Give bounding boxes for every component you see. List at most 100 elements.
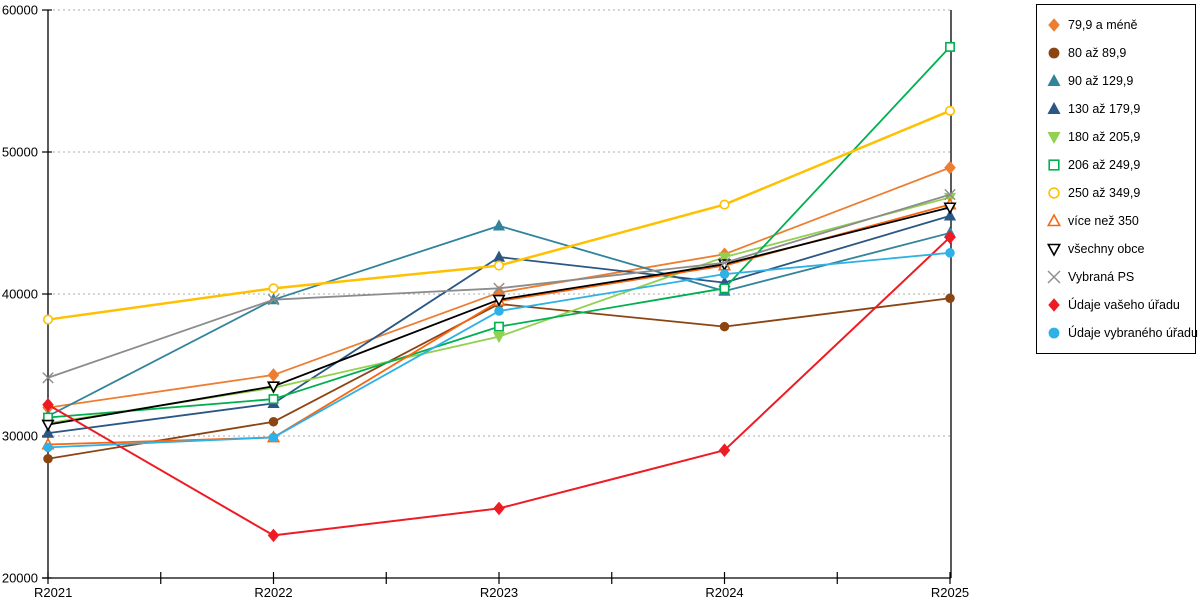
- series-line-12: [47, 251, 951, 449]
- series-1-point-R2022: [267, 368, 280, 382]
- x-axis-label: R2024: [705, 585, 743, 600]
- legend-item-12: Údaje vybraného úřadu: [1046, 320, 1198, 346]
- square-marker-icon: [1048, 159, 1060, 171]
- circle-marker-icon: [1048, 327, 1060, 339]
- series-9-point-R2025: [943, 202, 957, 215]
- legend-label: 80 až 89,9: [1068, 46, 1127, 60]
- diamond-marker-icon: [1048, 18, 1060, 32]
- series-2-point-R2022: [268, 417, 279, 427]
- legend-item-2: 80 až 89,9: [1046, 40, 1195, 66]
- series-6-point-R2022: [268, 394, 279, 405]
- legend-item-1: 79,9 a méně: [1046, 12, 1195, 38]
- x-axis-label: R2025: [931, 585, 969, 600]
- legend-triangle-down-icon: [1046, 243, 1062, 257]
- series-7-point-R2023: [493, 260, 505, 271]
- series-1-point-R2025: [944, 160, 956, 175]
- legend-item-4: 130 až 179,9: [1046, 96, 1195, 122]
- series-11-point-R2021: [42, 397, 54, 412]
- legend-circle-icon: [1048, 47, 1060, 59]
- legend-label: Vybraná PS: [1068, 270, 1135, 284]
- series-11-point-R2025: [944, 230, 956, 244]
- triangle-down-marker-icon: [1047, 132, 1061, 145]
- series-line-11: [47, 236, 951, 537]
- series-2-point-R2025: [945, 293, 955, 304]
- series-6-point-R2023: [494, 321, 504, 332]
- x-marker-icon: [1047, 270, 1061, 284]
- triangle-up-marker-icon: [1047, 101, 1061, 114]
- legend-diamond-icon: [1048, 298, 1060, 312]
- legend-item-9: všechny obce: [1046, 236, 1195, 262]
- series-6-point-R2024: [719, 283, 730, 294]
- y-axis-label: 20000: [2, 571, 38, 586]
- series-7-point-R2022: [268, 283, 279, 294]
- line-chart-svg: 20000 30000 40000 50000 60000 R2021 R2022 R2023…: [2, 3, 969, 600]
- legend-x-icon: [1047, 270, 1061, 284]
- triangle-down-marker-icon: [1046, 243, 1062, 257]
- series-12-point-R2025: [945, 248, 955, 258]
- series-11-point-R2024: [718, 443, 731, 457]
- series-2-point-R2024: [719, 321, 730, 332]
- series-12-point-R2024: [719, 269, 730, 279]
- y-axis-label: 60000: [2, 3, 38, 18]
- x-axis-label: R2021: [34, 585, 72, 600]
- series-12-point-R2021: [43, 442, 53, 453]
- legend-triangle-up-icon: [1047, 101, 1061, 114]
- series-10-point-R2025: [944, 188, 956, 201]
- series-3-point-R2023: [492, 219, 506, 231]
- series-11-point-R2023: [493, 501, 505, 516]
- series-4-point-R2021: [41, 426, 55, 438]
- series-10-point-R2021: [42, 372, 54, 384]
- legend-item-7: 250 až 349,9: [1046, 180, 1195, 206]
- series-10-point-R2023: [493, 282, 505, 295]
- chart-legend: 79,9 a méně 80 až 89,9 90 až 129,9 130 až 1…: [1036, 4, 1198, 354]
- circle-marker-icon: [1048, 187, 1060, 199]
- series-4-point-R2023: [492, 250, 506, 262]
- series-10-point-R2022: [267, 293, 280, 306]
- series-12-point-R2023: [494, 306, 504, 316]
- series-line-6: [47, 46, 951, 419]
- series-9-point-R2021: [41, 419, 55, 432]
- series-5-point-R2024: [718, 252, 731, 264]
- series-7-point-R2024: [719, 199, 730, 210]
- legend-label: 180 až 205,9: [1068, 130, 1141, 144]
- diamond-marker-icon: [1048, 298, 1060, 312]
- legend-triangle-up-icon: [1046, 213, 1062, 227]
- legend-label: 130 až 179,9: [1068, 102, 1141, 116]
- series-5-point-R2023: [492, 331, 506, 344]
- y-axis-label: 40000: [2, 287, 38, 302]
- legend-label: všechny obce: [1068, 242, 1145, 256]
- series-6-point-R2025: [945, 41, 955, 52]
- legend-diamond-icon: [1048, 18, 1060, 32]
- legend-item-3: 90 až 129,9: [1046, 68, 1195, 94]
- triangle-up-marker-icon: [1047, 73, 1061, 86]
- legend-item-10: Vybraná PS: [1046, 264, 1195, 290]
- legend-circle-icon: [1048, 327, 1060, 339]
- y-axis-label: 30000: [2, 429, 38, 444]
- legend-triangle-down-icon: [1047, 132, 1061, 145]
- series-2-point-R2021: [43, 453, 53, 464]
- legend-label: 250 až 349,9: [1068, 186, 1141, 200]
- legend-item-8: více než 350: [1046, 208, 1195, 234]
- x-axis-label: R2023: [480, 585, 518, 600]
- series-9-point-R2022: [266, 381, 281, 394]
- series-11-point-R2022: [267, 528, 280, 543]
- series-7-point-R2025: [944, 105, 956, 116]
- circle-marker-icon: [1048, 47, 1060, 59]
- legend-item-11: Údaje vašeho úřadu: [1046, 292, 1195, 318]
- legend-label: Údaje vašeho úřadu: [1068, 298, 1180, 312]
- triangle-up-marker-icon: [1046, 213, 1062, 227]
- series-9-point-R2023: [492, 294, 506, 307]
- legend-label: 79,9 a méně: [1068, 18, 1138, 32]
- series-4-point-R2025: [943, 209, 957, 221]
- x-axis-label: R2022: [254, 585, 292, 600]
- series-12-point-R2022: [268, 432, 279, 443]
- series-10-point-R2024: [718, 257, 731, 269]
- legend-label: 90 až 129,9: [1068, 74, 1134, 88]
- legend-triangle-up-icon: [1047, 73, 1061, 86]
- legend-circle-icon: [1048, 187, 1060, 199]
- legend-item-6: 206 až 249,9: [1046, 152, 1195, 178]
- legend-square-icon: [1048, 159, 1060, 171]
- legend-label: 206 až 249,9: [1068, 158, 1141, 172]
- legend-label: Údaje vybraného úřadu: [1068, 326, 1198, 340]
